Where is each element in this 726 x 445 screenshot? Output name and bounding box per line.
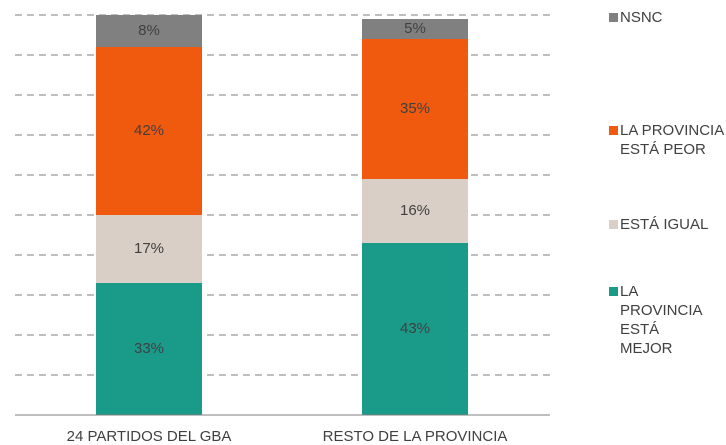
bar-segment [362, 19, 468, 39]
legend-item: LA PROVINCIA ESTÁ MEJOR [609, 282, 702, 358]
bar-segment [96, 283, 202, 415]
legend-label: ESTÁ IGUAL [620, 216, 709, 233]
value-label: 43% [400, 320, 430, 337]
bar-segment [96, 215, 202, 283]
legend-label: LA PROVINCIA ESTÁ MEJOR [620, 283, 702, 357]
x-tick-label: RESTO DE LA PROVINCIA [323, 428, 508, 445]
bar-segment [362, 243, 468, 415]
value-label: 17% [134, 240, 164, 257]
legend-item: NSNC [609, 8, 726, 27]
value-label: 8% [138, 22, 160, 39]
value-label: 16% [400, 202, 430, 219]
legend-label: NSNC [620, 9, 663, 26]
legend-item: LA PROVINCIA ESTÁ PEOR [609, 121, 726, 159]
value-label: 35% [400, 100, 430, 117]
legend-item: ESTÁ IGUAL [609, 215, 726, 234]
chart: 33% 17% 42% 8% 24 PARTIDOS DEL GBA 43% 16% 35% 5… [15, 14, 550, 445]
bar-segment [96, 47, 202, 215]
value-label: 42% [134, 122, 164, 139]
legend-swatch [609, 13, 618, 22]
legend-swatch [609, 287, 618, 296]
bar-segment [362, 39, 468, 179]
legend-swatch [609, 220, 618, 229]
legend-swatch [609, 126, 618, 135]
value-label: 33% [134, 340, 164, 357]
value-label: 5% [404, 20, 426, 37]
bar-segment [362, 179, 468, 243]
legend-label: LA PROVINCIA ESTÁ PEOR [620, 122, 724, 158]
bar-segment [96, 15, 202, 47]
x-tick-label: 24 PARTIDOS DEL GBA [67, 428, 232, 445]
